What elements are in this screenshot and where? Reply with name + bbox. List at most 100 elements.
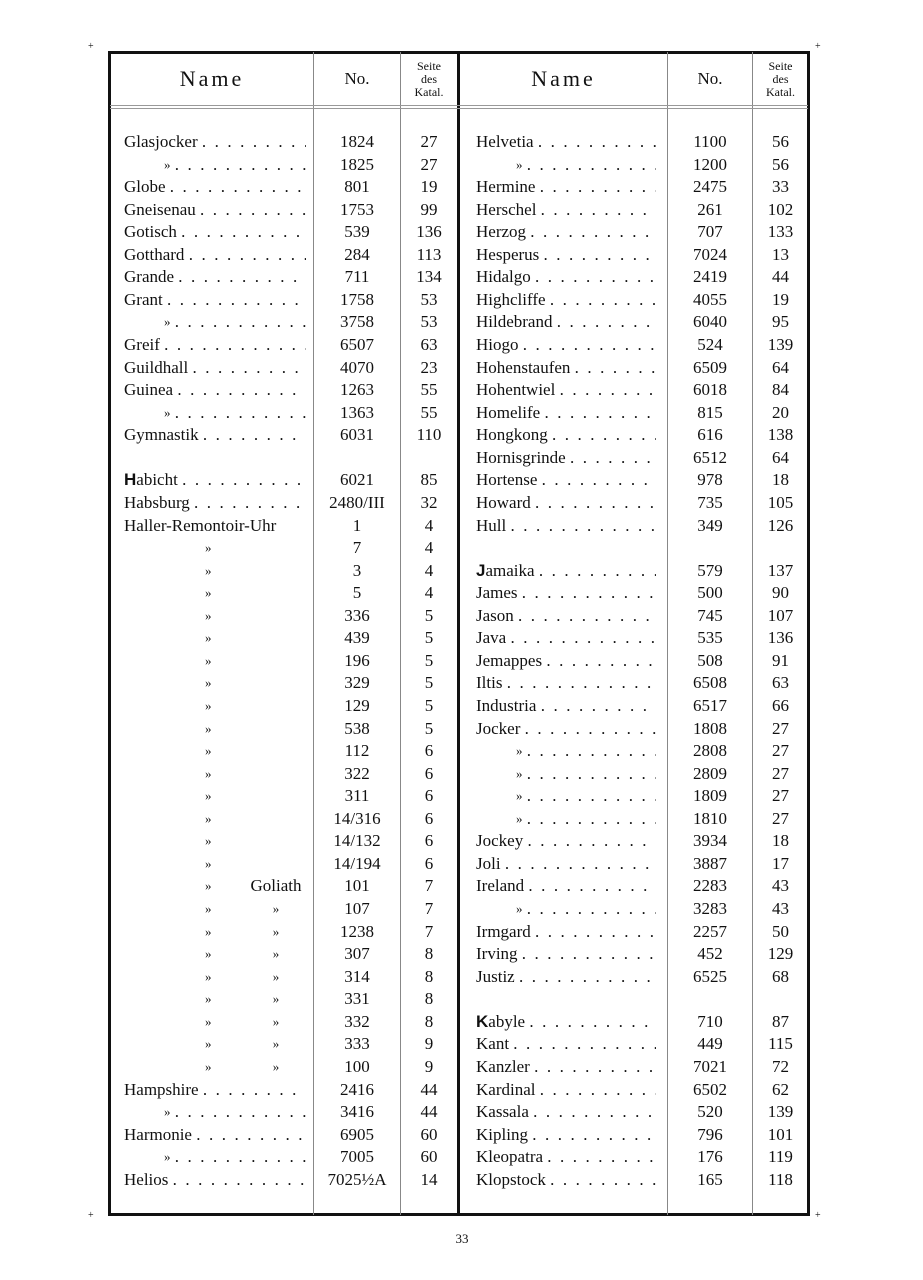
table-row: » 311 6 bbox=[0, 785, 923, 808]
catalog-number: 6040 bbox=[693, 312, 727, 332]
catalog-number: 112 bbox=[344, 741, 370, 761]
entry-name-text: Glasjocker bbox=[124, 132, 198, 151]
entry-name-text: Java bbox=[476, 628, 507, 648]
entry-name-text: Helios bbox=[124, 1169, 169, 1189]
catalog-number: 14/316 bbox=[333, 808, 381, 828]
catalog-page: 14 bbox=[420, 1169, 438, 1189]
entry-name: Hornisgrinde bbox=[476, 447, 656, 470]
entry-name: Hiogo bbox=[476, 334, 656, 357]
table-row: Gotthard 284 113 bbox=[0, 244, 923, 267]
entry-name-text: Hampshire bbox=[124, 1079, 199, 1099]
catalog-number: 710 bbox=[697, 1011, 723, 1031]
catalog-number: 2480/III bbox=[329, 492, 385, 512]
catalog-number: 129 bbox=[344, 696, 370, 715]
catalog-number: 322 bbox=[344, 763, 370, 783]
entry-name-text: » bbox=[516, 810, 523, 826]
entry-name-text: Jocker bbox=[476, 718, 521, 738]
entry-name: Habicht bbox=[124, 469, 306, 492]
ditto-mark: » bbox=[205, 562, 212, 578]
entry-name-text: Herschel bbox=[476, 199, 537, 219]
catalog-page: 27 bbox=[772, 718, 789, 738]
table-row: Kabyle 710 87 bbox=[0, 1011, 923, 1034]
catalog-number: 796 bbox=[697, 1124, 723, 1144]
table-row: » 7005 60 bbox=[0, 1146, 923, 1169]
dot-leader bbox=[523, 898, 657, 921]
entry-name-text: Habsburg bbox=[124, 492, 190, 512]
entry-name-text: Hildebrand bbox=[476, 312, 553, 332]
catalog-page: 56 bbox=[772, 132, 789, 151]
entry-name: Hortense bbox=[476, 469, 656, 492]
entry-name: Jamaika bbox=[476, 560, 656, 583]
entry-name-text: Jockey bbox=[476, 831, 524, 851]
catalog-page: 27 bbox=[772, 808, 789, 828]
catalog-page: 55 bbox=[420, 380, 438, 400]
table-row: Greif 6507 63 bbox=[0, 334, 923, 357]
entry-name: Haller-Remontoir-Uhr bbox=[124, 515, 306, 538]
table-row: Ireland 2283 43 bbox=[0, 875, 923, 898]
catalog-page: 55 bbox=[420, 402, 438, 422]
entry-name-text: Irmgard bbox=[476, 921, 531, 941]
entry-name: Habsburg bbox=[124, 492, 306, 515]
table-row: Highcliffe 4055 19 bbox=[0, 289, 923, 312]
table-row: Howard 735 105 bbox=[0, 492, 923, 515]
catalog-page: 56 bbox=[772, 154, 789, 174]
catalog-page: 64 bbox=[772, 357, 789, 377]
table-row: Herschel 261 102 bbox=[0, 199, 923, 222]
catalog-page: 136 bbox=[416, 222, 442, 242]
entry-name-text: Howard bbox=[476, 492, 531, 512]
table-row: » 336 5 bbox=[0, 605, 923, 628]
catalog-number: 3416 bbox=[340, 1102, 374, 1122]
entry-name: » bbox=[476, 808, 656, 831]
table-row: » 538 5 bbox=[0, 718, 923, 741]
dot-leader bbox=[536, 199, 656, 222]
catalog-number: 2808 bbox=[693, 741, 727, 761]
catalog-page: 20 bbox=[772, 402, 789, 422]
entry-name-text: Habicht bbox=[124, 470, 178, 490]
catalog-page: 32 bbox=[420, 492, 438, 512]
entry-name-text: Haller-Remontoir-Uhr bbox=[124, 515, 277, 535]
header-rule bbox=[110, 108, 808, 109]
table-row: Jamaika 579 137 bbox=[0, 560, 923, 583]
entry-name-text: Gotisch bbox=[124, 222, 177, 242]
dot-leader bbox=[509, 1033, 656, 1056]
table-row: Hohenstaufen 6509 64 bbox=[0, 357, 923, 380]
catalog-number: 2283 bbox=[693, 876, 727, 896]
catalog-number: 711 bbox=[344, 267, 370, 287]
entry-name: Ireland bbox=[476, 875, 656, 898]
ditto-mark: » bbox=[205, 923, 212, 939]
ditto-mark: » bbox=[205, 968, 212, 984]
catalog-number: 7021 bbox=[693, 1056, 727, 1076]
table-row: Kanzler 7021 72 bbox=[0, 1056, 923, 1079]
entry-name-text: Grande bbox=[124, 267, 175, 287]
entry-name-text: Iltis bbox=[476, 673, 503, 693]
catalog-page: 118 bbox=[768, 1169, 793, 1189]
table-row: Grant 1758 53 bbox=[0, 289, 923, 312]
catalog-page: 19 bbox=[420, 177, 438, 197]
header-no-left: No. bbox=[344, 69, 370, 88]
catalog-number: 508 bbox=[697, 650, 723, 670]
table-row: James 500 90 bbox=[0, 582, 923, 605]
catalog-page: 53 bbox=[420, 289, 438, 309]
catalog-number: 520 bbox=[697, 1102, 723, 1122]
catalog-number: 6512 bbox=[693, 447, 727, 467]
table-row bbox=[0, 537, 923, 560]
table-row: Hesperus 7024 13 bbox=[0, 244, 923, 267]
katal-word: Katal. bbox=[766, 84, 795, 99]
crop-mark: + bbox=[88, 1210, 94, 1221]
catalog-number: 735 bbox=[697, 492, 723, 512]
table-row: » » 107 7 bbox=[0, 898, 923, 921]
entry-name: Jason bbox=[476, 605, 656, 628]
entry-name-text: Kanzler bbox=[476, 1056, 530, 1076]
entry-name-text: Hermine bbox=[476, 177, 536, 197]
table-row: Harmonie 6905 60 bbox=[0, 1124, 923, 1147]
entry-name-text: Hiogo bbox=[476, 335, 519, 355]
catalog-page: 110 bbox=[416, 425, 442, 445]
catalog-page: 50 bbox=[772, 921, 789, 941]
entry-name-text: Kleopatra bbox=[476, 1147, 544, 1167]
entry-name-text: » bbox=[164, 404, 171, 420]
entry-name-text: Kassala bbox=[476, 1102, 529, 1122]
table-row: Iltis 6508 63 bbox=[0, 672, 923, 695]
catalog-number: 7024 bbox=[693, 244, 727, 264]
entry-name-text: Hohentwiel bbox=[476, 380, 556, 400]
table-row: Kant 449 115 bbox=[0, 1033, 923, 1056]
